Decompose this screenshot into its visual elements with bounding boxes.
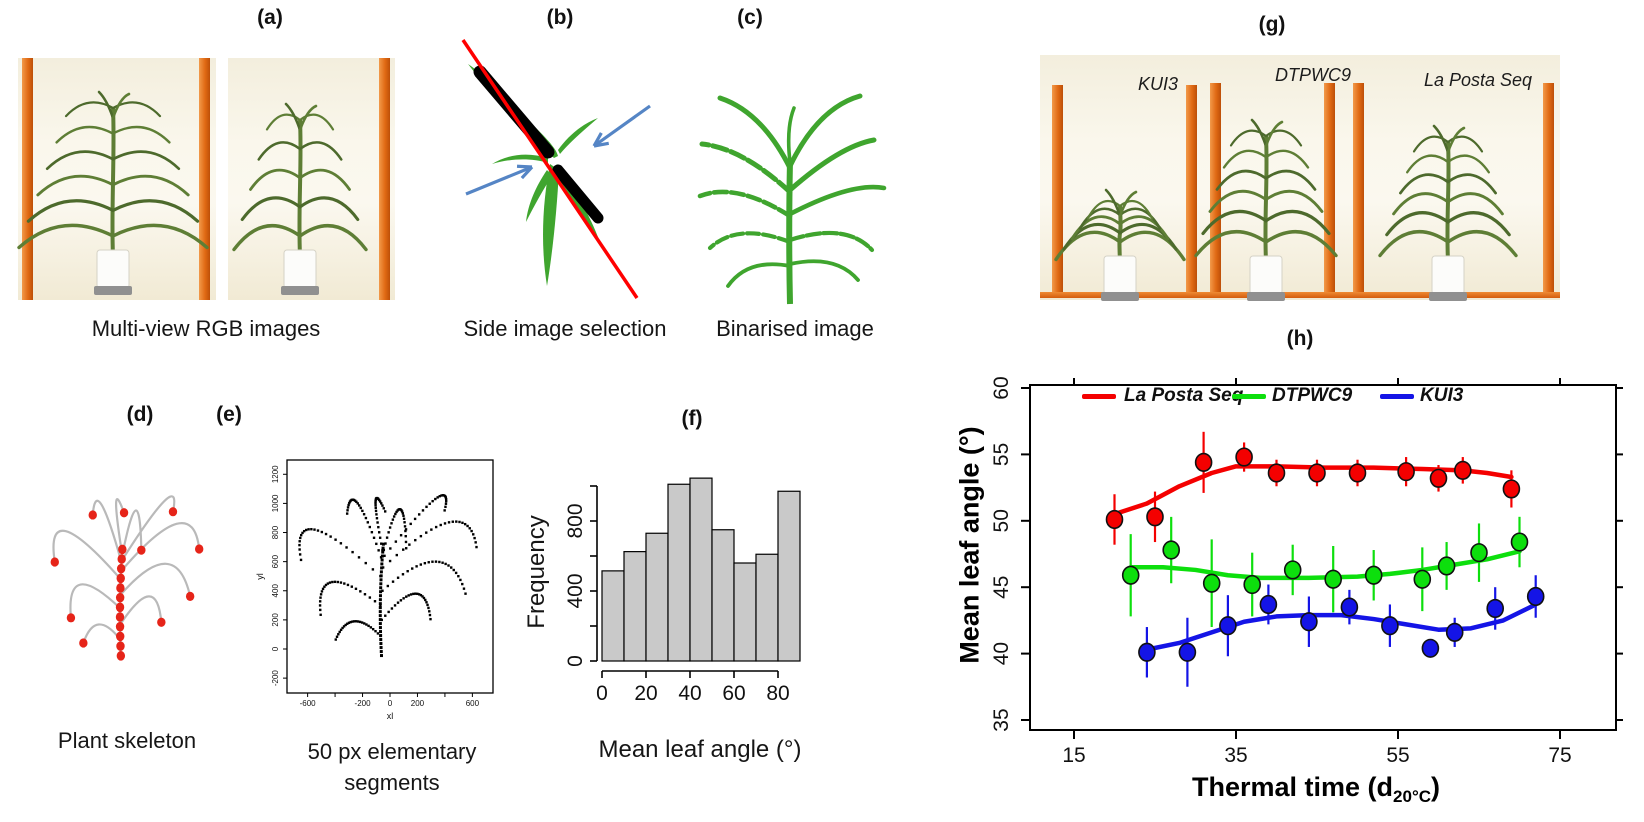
svg-text:50: 50: [990, 509, 1013, 532]
panel-label-a: (a): [257, 6, 283, 29]
panel-label-b: (b): [546, 6, 574, 29]
svg-text:45: 45: [990, 576, 1013, 599]
calibration-pole: [1052, 85, 1063, 296]
svg-text:0: 0: [271, 646, 280, 651]
series-la-posta-seq: [1105, 431, 1521, 545]
svg-text:1200: 1200: [271, 465, 280, 483]
h-x-axis-title: Thermal time (d20°C): [1192, 772, 1440, 807]
svg-text:55: 55: [990, 443, 1013, 466]
calibration-pole: [1324, 83, 1335, 296]
svg-text:400: 400: [271, 584, 280, 598]
legend-label-kui3: KUI3: [1420, 385, 1464, 406]
svg-text:15: 15: [1062, 744, 1085, 767]
binarised-plant-art: [697, 93, 887, 305]
svg-text:40: 40: [678, 682, 701, 705]
calibration-pole: [22, 58, 33, 300]
svg-text:1000: 1000: [271, 494, 280, 512]
svg-text:800: 800: [564, 503, 587, 538]
panel-label-f: (f): [681, 407, 703, 430]
svg-text:200: 200: [271, 613, 280, 627]
panel-label-g: (g): [1258, 13, 1286, 36]
svg-text:0: 0: [596, 682, 608, 705]
svg-text:20: 20: [634, 682, 657, 705]
caption-side-image: Side image selection: [463, 316, 667, 341]
caption-segments-line2: segments: [344, 770, 440, 795]
panel-label-c: (c): [737, 6, 763, 29]
h-x-title-pre: Thermal time (d: [1191, 772, 1394, 802]
svg-text:200: 200: [411, 699, 425, 708]
series-kui3: [1138, 575, 1545, 687]
svg-text:600: 600: [271, 554, 280, 568]
calibration-pole: [1353, 83, 1364, 296]
legend-label-dtpwc9: DTPWC9: [1272, 385, 1353, 406]
legend-label-laposta: La Posta Seq: [1124, 385, 1244, 406]
svg-text:35: 35: [1224, 744, 1247, 767]
caption-segments: 50 px elementary segments: [308, 736, 477, 798]
side-image-selection-art: [461, 39, 651, 299]
svg-text:yl: yl: [255, 573, 265, 580]
calibration-pole: [199, 58, 210, 300]
svg-text:55: 55: [1386, 744, 1409, 767]
svg-text:600: 600: [466, 699, 480, 708]
genotype-label-kui3: KUI3: [1137, 74, 1179, 94]
legend-swatch-laposta: [1082, 394, 1116, 399]
svg-text:-200: -200: [355, 699, 372, 708]
caption-binarised: Binarised image: [716, 316, 874, 341]
svg-text:80: 80: [766, 682, 789, 705]
legend-swatch-kui3: [1380, 394, 1414, 399]
thermal-time-chart: 15 35 55 75 35 40 45 50 55 60: [990, 376, 1623, 767]
panel-label-h: (h): [1286, 327, 1314, 350]
bench-floor: [1040, 292, 1560, 298]
genotype-label-laposta: La Posta Seq: [1423, 70, 1533, 90]
svg-text:400: 400: [564, 573, 587, 608]
caption-multi-view: Multi-view RGB images: [91, 316, 321, 341]
svg-text:60: 60: [722, 682, 745, 705]
maize-plants: [17, 90, 1518, 301]
h-x-title-post: ): [1431, 772, 1441, 802]
svg-text:800: 800: [271, 525, 280, 539]
svg-text:60: 60: [990, 376, 1013, 399]
h-x-title-sub: 20°C: [1393, 787, 1432, 806]
svg-text:xl: xl: [387, 711, 394, 721]
svg-text:35: 35: [990, 708, 1013, 731]
panel-label-e: (e): [216, 403, 242, 426]
frequency-axis-label: Frequency: [523, 515, 550, 629]
caption-segments-line1: 50 px elementary: [307, 739, 477, 764]
svg-text:-600: -600: [300, 699, 317, 708]
plant-skeleton-art: [50, 495, 204, 661]
calibration-pole: [379, 58, 390, 300]
caption-mean-leaf-angle: Mean leaf angle (°): [598, 736, 802, 763]
svg-text:40: 40: [990, 642, 1013, 665]
svg-text:0: 0: [564, 655, 587, 667]
calibration-pole: [1186, 85, 1197, 296]
svg-text:0: 0: [388, 699, 393, 708]
svg-text:-200: -200: [271, 670, 280, 687]
calibration-pole: [1210, 83, 1221, 296]
leaf-angle-histogram: 0 400 800 0 20 40 60 80: [564, 477, 801, 705]
h-y-axis-title: Mean leaf angle (°): [954, 426, 985, 664]
segments-chart: -600 -200 0 200 600 -200 0 200 400 600 800 1000 1200…: [255, 459, 494, 721]
calibration-pole: [1543, 83, 1554, 296]
panel-label-d: (d): [126, 403, 154, 426]
genotype-label-dtpwc9: DTPWC9: [1275, 65, 1351, 85]
legend-swatch-dtpwc9: [1232, 394, 1266, 399]
svg-text:75: 75: [1548, 744, 1571, 767]
series-dtpwc9: [1121, 516, 1529, 628]
caption-plant-skeleton: Plant skeleton: [57, 728, 197, 753]
